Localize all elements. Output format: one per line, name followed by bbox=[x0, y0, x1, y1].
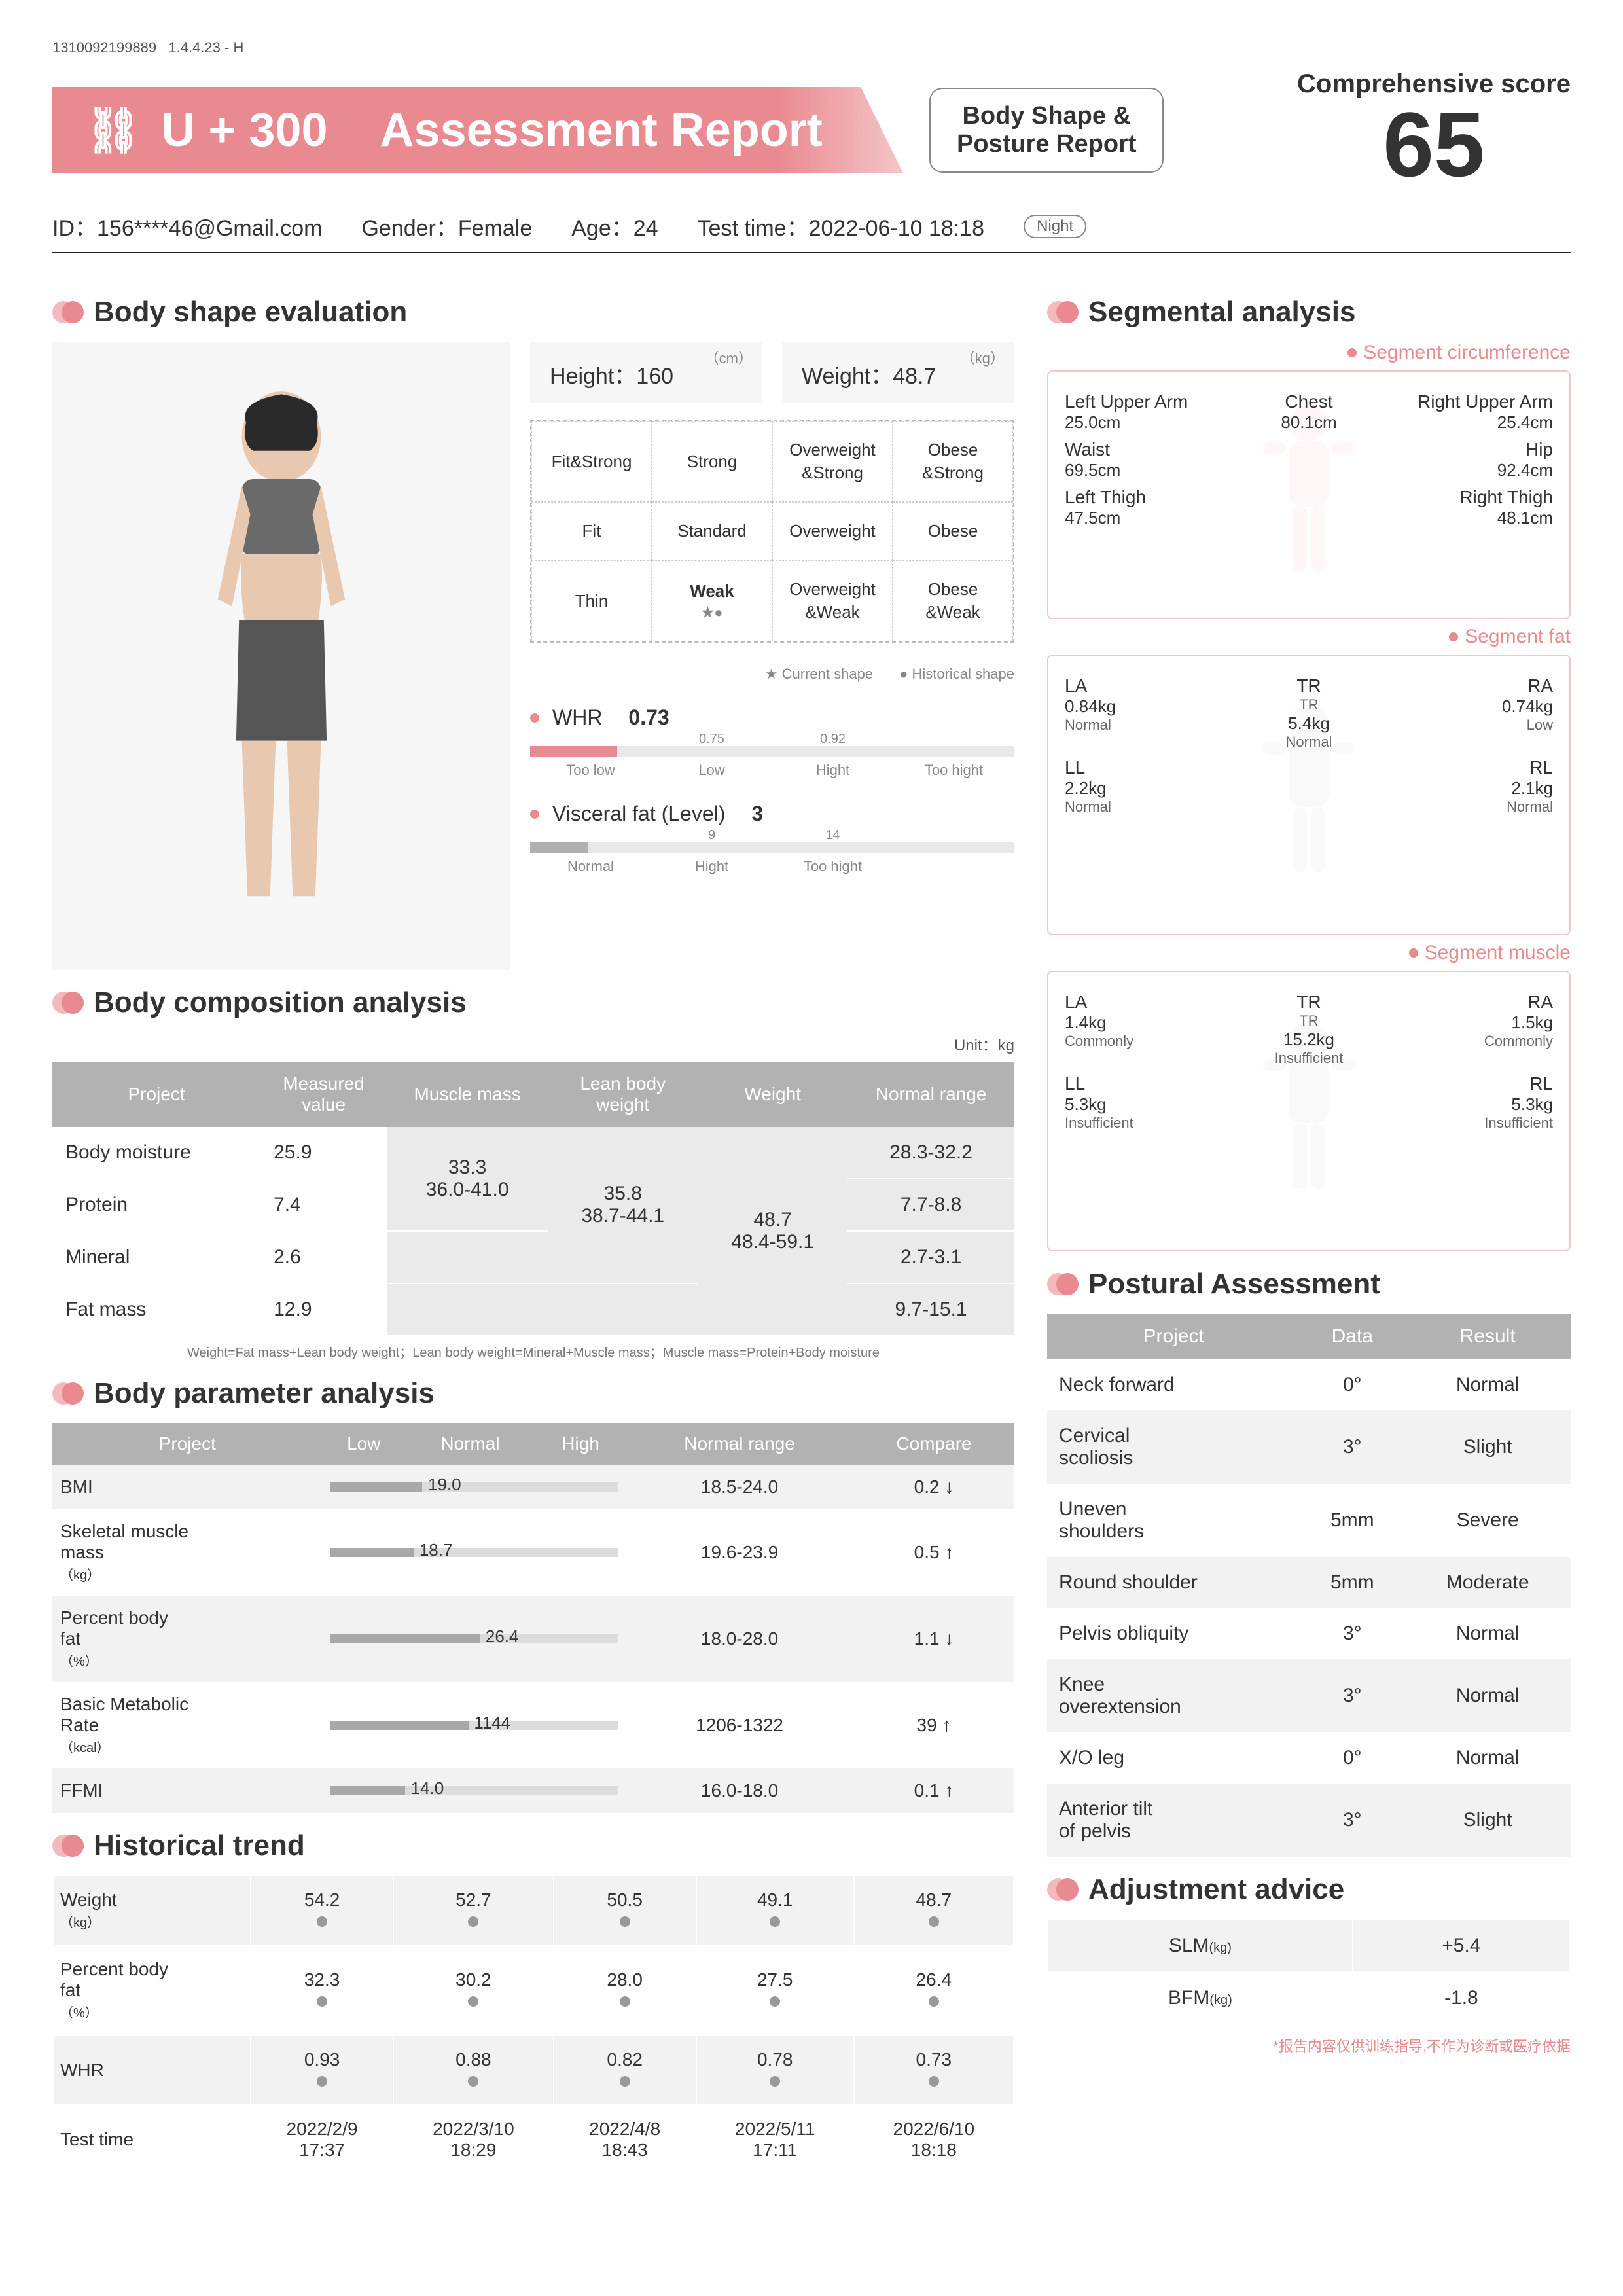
subtitle-box: Body Shape & Posture Report bbox=[929, 88, 1164, 173]
unit-note: Unit：kg bbox=[52, 1032, 1014, 1055]
section-trend-title: Historical trend bbox=[52, 1829, 1014, 1862]
section-composition-title: Body composition analysis bbox=[52, 986, 1014, 1019]
dot-icon bbox=[52, 301, 84, 323]
dot-icon bbox=[52, 992, 84, 1014]
seg-circ-box: Left Upper Arm25.0cm Chest80.1cm Right U… bbox=[1047, 370, 1571, 619]
user-info: ID：156****46@Gmail.com Gender：Female Age… bbox=[52, 210, 1571, 253]
sub-circumference: Segment circumference bbox=[1047, 342, 1571, 364]
composition-table: ProjectMeasuredvalueMuscle massLean body… bbox=[52, 1062, 1014, 1336]
shape-legend: ★ Current shape ● Historical shape bbox=[530, 666, 1014, 683]
height-box: （cm） Height：160 bbox=[530, 342, 762, 403]
posture-table: ProjectDataResult Neck forward0°NormalCe… bbox=[1047, 1314, 1571, 1857]
sub-muscle: Segment muscle bbox=[1047, 942, 1571, 964]
night-badge: Night bbox=[1024, 215, 1086, 238]
body-figure bbox=[52, 342, 510, 970]
shape-cell: Strong bbox=[652, 421, 772, 502]
seg-fat-box: LA0.84kgNormal TRTR5.4kgNormal RA0.74kgL… bbox=[1047, 655, 1571, 935]
shape-cell: Overweight bbox=[772, 502, 893, 560]
dot-icon bbox=[1047, 1878, 1079, 1901]
logo-icon: ⛓ bbox=[85, 104, 141, 156]
shape-cell: Standard bbox=[652, 502, 772, 560]
shape-cell: Weak★● bbox=[652, 560, 772, 641]
advice-table: SLM(kg)+5.4BFM(kg)-1.8 bbox=[1047, 1919, 1571, 2025]
shape-cell: Fit&Strong bbox=[531, 421, 652, 502]
weight-box: （kg） Weight：48.7 bbox=[782, 342, 1014, 403]
shape-cell: Thin bbox=[531, 560, 652, 641]
trend-table: Weight（kg）54.252.750.549.148.7Percent bo… bbox=[52, 1875, 1014, 2175]
title-banner: ⛓ U + 300 Assessment Report bbox=[52, 87, 903, 173]
sub-fat: Segment fat bbox=[1047, 626, 1571, 648]
composition-footnote: Weight=Fat mass+Lean body weight；Lean bo… bbox=[52, 1342, 1014, 1361]
shape-cell: Obese bbox=[893, 502, 1013, 560]
header: ⛓ U + 300 Assessment Report Body Shape &… bbox=[52, 69, 1571, 190]
vf-scale: Visceral fat (Level)3 914 NormalHightToo… bbox=[530, 802, 1014, 875]
section-segmental-title: Segmental analysis bbox=[1047, 296, 1571, 329]
body-avatar-icon bbox=[121, 373, 442, 939]
seg-muscle-box: LA1.4kgCommonly TRTR15.2kgInsufficient R… bbox=[1047, 971, 1571, 1251]
section-advice-title: Adjustment advice bbox=[1047, 1873, 1571, 1906]
shape-cell: Overweight&Weak bbox=[772, 560, 893, 641]
shape-cell: Obese&Strong bbox=[893, 421, 1013, 502]
whr-scale: WHR0.73 0.750.92 Too lowLowHightToo high… bbox=[530, 706, 1014, 779]
shape-cell: Fit bbox=[531, 502, 652, 560]
shape-cell: Overweight&Strong bbox=[772, 421, 893, 502]
section-posture-title: Postural Assessment bbox=[1047, 1268, 1571, 1300]
dot-icon bbox=[52, 1382, 84, 1405]
dot-icon bbox=[1047, 1273, 1079, 1295]
score-box: Comprehensive score 65 bbox=[1297, 69, 1571, 190]
top-meta: 1310092199889 1.4.4.23 - H bbox=[52, 39, 1571, 56]
shape-cell: Obese&Weak bbox=[893, 560, 1013, 641]
shape-grid: Fit&StrongStrongOverweight&StrongObese&S… bbox=[530, 420, 1014, 643]
dot-icon bbox=[52, 1835, 84, 1857]
disclaimer: *报告内容仅供训练指导,不作为诊断或医疗依据 bbox=[1047, 2035, 1571, 2056]
dot-icon bbox=[1047, 301, 1079, 323]
parameter-table: ProjectLowNormalHighNormal rangeCompare … bbox=[52, 1423, 1014, 1813]
section-parameter-title: Body parameter analysis bbox=[52, 1377, 1014, 1410]
section-shape-title: Body shape evaluation bbox=[52, 296, 1014, 329]
